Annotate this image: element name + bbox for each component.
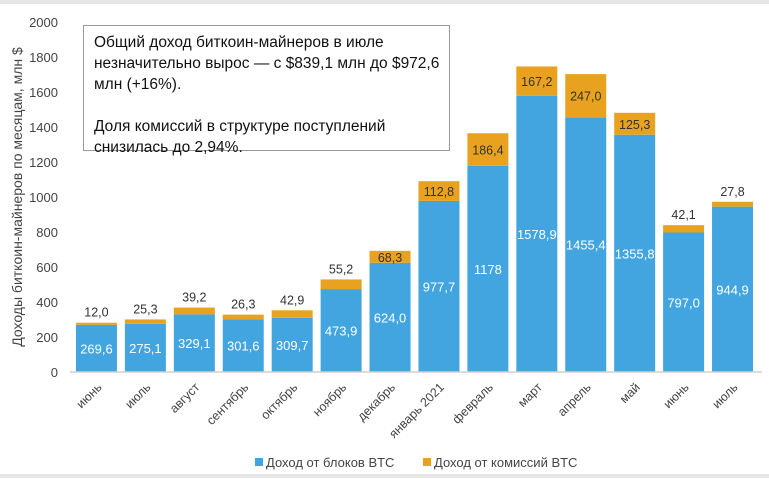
bar-fee-revenue bbox=[418, 181, 460, 201]
fee-value-label: 12,0 bbox=[84, 306, 108, 320]
bar-fee-revenue bbox=[124, 319, 166, 324]
x-tick-label: июль bbox=[710, 380, 741, 411]
bar-fee-revenue bbox=[271, 310, 313, 318]
legend-label: Доход от комиссий BTC bbox=[434, 455, 577, 470]
y-axis-label: Доходы биткоин-майнеров по месяцам, млн … bbox=[9, 47, 25, 347]
block-value-label: 275,1 bbox=[129, 341, 162, 356]
block-value-label: 1578,9 bbox=[517, 227, 557, 242]
y-tick-label: 1400 bbox=[29, 120, 58, 135]
x-tick-label: март bbox=[515, 380, 545, 410]
bar-fee-revenue bbox=[75, 322, 117, 325]
block-value-label: 797,0 bbox=[667, 295, 700, 310]
bar-fee-revenue bbox=[712, 201, 754, 207]
block-value-label: 329,1 bbox=[178, 336, 211, 351]
bar-fee-revenue bbox=[614, 112, 656, 135]
block-value-label: 309,7 bbox=[276, 338, 309, 353]
bar-fee-revenue bbox=[222, 314, 264, 320]
annotation-box: Общий доход биткоин-майнеров в июле незн… bbox=[83, 25, 450, 156]
y-tick-label: 1000 bbox=[29, 190, 58, 205]
top-border bbox=[0, 0, 769, 4]
fee-value-label: 42,1 bbox=[671, 208, 695, 222]
block-value-label: 269,6 bbox=[80, 341, 113, 356]
block-value-label: 977,7 bbox=[423, 279, 456, 294]
fee-value-label: 42,9 bbox=[280, 293, 304, 307]
bar-fee-revenue bbox=[467, 133, 509, 166]
legend-swatch bbox=[423, 458, 431, 466]
fee-value-label: 26,3 bbox=[231, 298, 255, 312]
y-tick-label: 800 bbox=[36, 225, 58, 240]
y-tick-label: 1600 bbox=[29, 85, 58, 100]
x-tick-label: февраль bbox=[450, 380, 496, 426]
bar-fee-revenue bbox=[516, 66, 558, 96]
bar-block-revenue bbox=[712, 206, 754, 372]
legend-swatch bbox=[255, 458, 263, 466]
bar-fee-revenue bbox=[173, 307, 215, 315]
bar-block-revenue bbox=[222, 319, 264, 372]
x-tick-label: июль bbox=[122, 380, 153, 411]
bar-fee-revenue bbox=[369, 250, 411, 263]
block-value-label: 944,9 bbox=[716, 282, 749, 297]
x-tick-label: июнь bbox=[661, 380, 692, 411]
fee-value-label: 112,8 bbox=[424, 185, 454, 199]
y-tick-label: 2000 bbox=[29, 15, 58, 30]
bar-block-revenue bbox=[516, 95, 558, 372]
block-value-label: 473,9 bbox=[325, 324, 358, 339]
bar-block-revenue bbox=[614, 134, 656, 372]
x-tick-label: сентябрь bbox=[204, 380, 252, 428]
x-tick-label: апрель bbox=[555, 380, 594, 419]
legend-label: Доход от блоков BTC bbox=[266, 455, 394, 470]
fee-value-label: 125,3 bbox=[619, 118, 650, 132]
bar-fee-revenue bbox=[663, 225, 705, 233]
y-tick-label: 0 bbox=[51, 365, 58, 380]
y-tick-label: 400 bbox=[36, 295, 58, 310]
fee-value-label: 186,4 bbox=[472, 144, 503, 158]
block-value-label: 1178 bbox=[474, 262, 502, 277]
block-value-label: 624,0 bbox=[374, 310, 407, 325]
fee-value-label: 68,3 bbox=[378, 251, 402, 265]
bar-block-revenue bbox=[663, 232, 705, 372]
bar-fee-revenue bbox=[320, 279, 362, 290]
bar-block-revenue bbox=[565, 117, 607, 373]
fee-value-label: 25,3 bbox=[133, 302, 157, 316]
bar-block-revenue bbox=[75, 324, 117, 372]
block-value-label: 301,6 bbox=[227, 339, 260, 354]
x-tick-label: декабрь bbox=[355, 380, 399, 424]
y-tick-label: 1200 bbox=[29, 155, 58, 170]
bar-block-revenue bbox=[369, 262, 411, 372]
x-tick-label: август bbox=[167, 380, 203, 416]
bar-fee-revenue bbox=[565, 74, 607, 118]
bar-block-revenue bbox=[320, 289, 362, 372]
bottom-border bbox=[0, 474, 769, 478]
x-tick-label: май bbox=[617, 380, 643, 406]
y-tick-label: 200 bbox=[36, 330, 58, 345]
fee-value-label: 39,2 bbox=[182, 291, 206, 305]
bar-block-revenue bbox=[467, 165, 509, 372]
bar-block-revenue bbox=[418, 200, 460, 372]
x-tick-label: октябрь bbox=[258, 380, 300, 422]
block-value-label: 1355,8 bbox=[615, 246, 655, 261]
annotation-text-2: Доля комиссий в структуре поступлений сн… bbox=[94, 118, 386, 156]
x-tick-label: ноябрь bbox=[310, 380, 349, 419]
bar-block-revenue bbox=[173, 314, 215, 372]
fee-value-label: 167,2 bbox=[521, 75, 552, 89]
y-tick-label: 1800 bbox=[29, 50, 58, 65]
bar-block-revenue bbox=[271, 317, 313, 372]
block-value-label: 1455,4 bbox=[566, 238, 606, 253]
fee-value-label: 27,8 bbox=[720, 185, 744, 199]
bar-block-revenue bbox=[124, 323, 166, 372]
annotation-text-1: Общий доход биткоин-майнеров в июле незн… bbox=[94, 34, 440, 93]
y-tick-label: 600 bbox=[36, 260, 58, 275]
x-tick-label: июнь bbox=[74, 380, 105, 411]
fee-value-label: 55,2 bbox=[329, 262, 353, 276]
fee-value-label: 247,0 bbox=[570, 90, 601, 104]
